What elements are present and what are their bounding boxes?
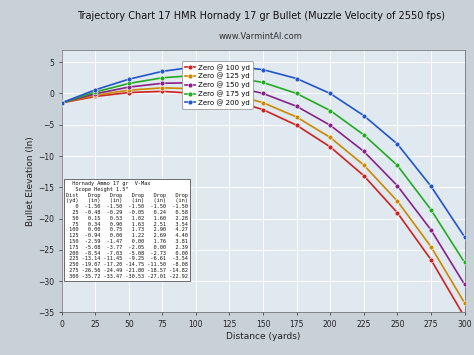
Legend: Zero @ 100 yd, Zero @ 125 yd, Zero @ 150 yd, Zero @ 175 yd, Zero @ 200 yd: Zero @ 100 yd, Zero @ 125 yd, Zero @ 150… [182,61,253,109]
Zero @ 175 yd [159,76,165,80]
Zero @ 100 yd [227,97,232,102]
Line: Zero @ 150 yd: Zero @ 150 yd [59,80,467,287]
Zero @ 200 yd [394,142,400,146]
Zero @ 100 yd [394,211,400,215]
Zero @ 125 yd [394,199,400,203]
Zero @ 200 yd [227,64,232,68]
Zero @ 125 yd [227,91,232,95]
Zero @ 100 yd [260,108,266,112]
Zero @ 200 yd [126,77,132,81]
Zero @ 175 yd [394,163,400,168]
X-axis label: Distance (yards): Distance (yards) [226,332,300,341]
Zero @ 150 yd [227,84,232,88]
Zero @ 100 yd [428,257,434,262]
Zero @ 150 yd [159,81,165,86]
Zero @ 200 yd [92,88,98,92]
Zero @ 175 yd [59,101,64,105]
Zero @ 150 yd [428,228,434,232]
Zero @ 100 yd [59,101,64,105]
Zero @ 100 yd [462,315,467,319]
Zero @ 125 yd [462,301,467,305]
Line: Zero @ 100 yd: Zero @ 100 yd [59,89,467,320]
Text: Trajectory Chart 17 HMR Hornady 17 gr Bullet (Muzzle Velocity of 2550 fps): Trajectory Chart 17 HMR Hornady 17 gr Bu… [77,11,445,21]
Zero @ 175 yd [462,260,467,264]
Zero @ 200 yd [462,235,467,239]
Zero @ 100 yd [328,145,333,149]
Zero @ 100 yd [193,91,199,95]
Zero @ 175 yd [361,133,367,137]
Zero @ 175 yd [126,81,132,86]
Line: Zero @ 200 yd: Zero @ 200 yd [59,64,467,239]
Zero @ 125 yd [260,100,266,105]
Zero @ 125 yd [59,101,64,105]
Zero @ 125 yd [159,86,165,90]
Zero @ 150 yd [92,92,98,96]
Zero @ 150 yd [328,123,333,127]
Zero @ 100 yd [92,94,98,99]
Zero @ 200 yd [193,65,199,69]
Y-axis label: Bullet Elevation (In): Bullet Elevation (In) [26,136,35,226]
Zero @ 150 yd [361,149,367,153]
Zero @ 150 yd [193,81,199,85]
Zero @ 125 yd [428,245,434,249]
Line: Zero @ 125 yd: Zero @ 125 yd [59,86,467,305]
Zero @ 125 yd [328,135,333,140]
Zero @ 150 yd [260,91,266,95]
Zero @ 150 yd [126,85,132,89]
Zero @ 150 yd [462,282,467,286]
Zero @ 150 yd [59,101,64,105]
Zero @ 200 yd [361,114,367,118]
Zero @ 175 yd [260,80,266,84]
Zero @ 100 yd [159,89,165,93]
Zero @ 175 yd [428,208,434,212]
Zero @ 175 yd [193,73,199,77]
Zero @ 150 yd [294,104,300,108]
Text: Hornady Ammo 17 gr  V-Max
   Scope Height 1.5"
Dist   Drop   Drop   Drop   Drop : Hornady Ammo 17 gr V-Max Scope Height 1.… [65,181,188,279]
Zero @ 200 yd [428,184,434,188]
Zero @ 125 yd [361,163,367,167]
Zero @ 200 yd [294,76,300,81]
Zero @ 100 yd [126,91,132,95]
Zero @ 175 yd [294,91,300,95]
Zero @ 200 yd [59,101,64,105]
Zero @ 200 yd [260,67,266,72]
Zero @ 125 yd [294,115,300,119]
Zero @ 125 yd [92,93,98,97]
Zero @ 175 yd [328,108,333,113]
Zero @ 100 yd [361,174,367,178]
Zero @ 200 yd [328,91,333,95]
Zero @ 200 yd [159,69,165,73]
Zero @ 125 yd [126,88,132,92]
Zero @ 100 yd [294,123,300,127]
Text: www.VarmintAl.com: www.VarmintAl.com [219,32,302,41]
Zero @ 150 yd [394,184,400,188]
Zero @ 175 yd [227,75,232,79]
Zero @ 175 yd [92,90,98,94]
Zero @ 125 yd [193,87,199,91]
Line: Zero @ 175 yd: Zero @ 175 yd [59,73,467,265]
